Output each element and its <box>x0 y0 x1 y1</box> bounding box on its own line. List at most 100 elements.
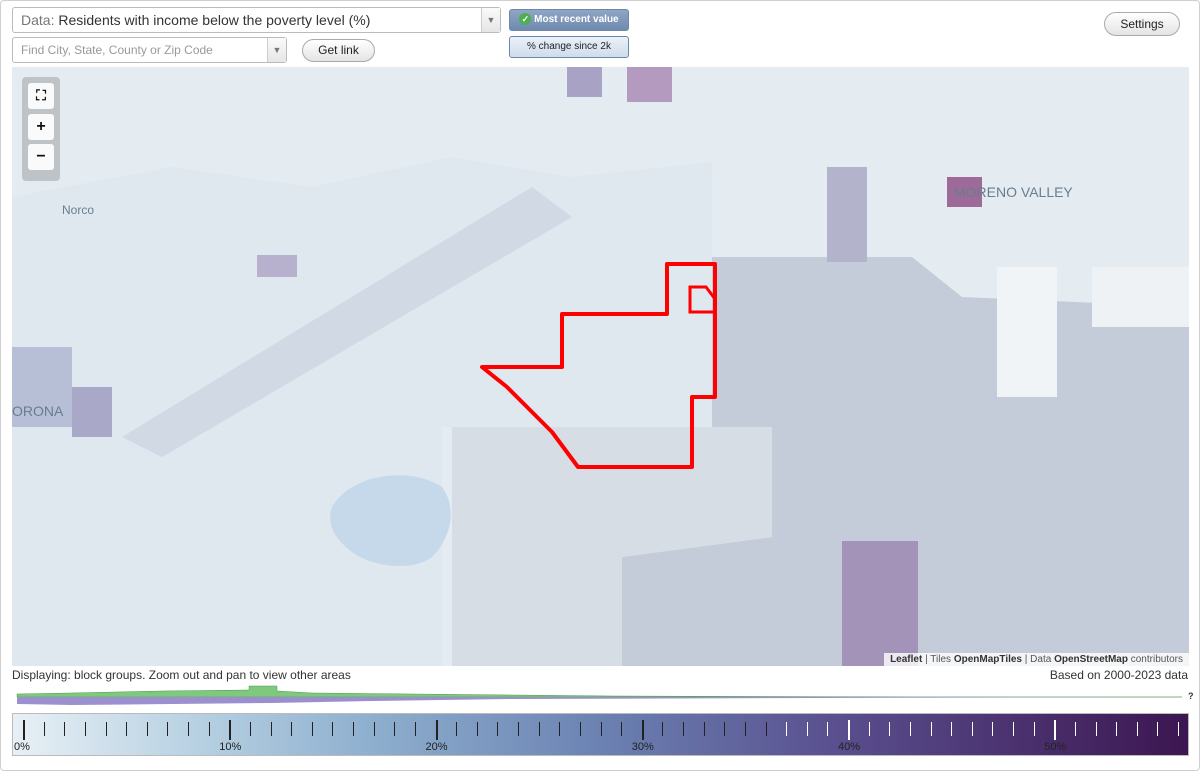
search-placeholder: Find City, State, County or Zip Code <box>21 43 213 57</box>
legend-tick <box>1116 722 1118 736</box>
legend-tick <box>188 722 189 736</box>
legend-tick <box>827 722 829 736</box>
legend-tick <box>724 722 726 736</box>
zoom-in-button[interactable]: + <box>28 114 54 140</box>
zoom-out-button[interactable]: − <box>28 144 54 170</box>
zoom-control: ⛶ + − <box>22 77 60 181</box>
histogram-bottom <box>17 697 1182 705</box>
legend-tick <box>332 722 334 736</box>
attrib-data-prefix: Data <box>1030 654 1052 665</box>
map-region <box>997 267 1057 397</box>
block-group <box>257 255 297 277</box>
legend-tick <box>1178 722 1179 736</box>
legend-tick <box>84 722 86 736</box>
legend-tick <box>167 722 169 736</box>
legend-tick <box>848 720 850 740</box>
legend-tick <box>1136 722 1138 736</box>
map-canvas[interactable] <box>12 67 1189 666</box>
legend-tick <box>270 722 272 736</box>
map-attribution: Leaflet | Tiles OpenMapTiles | Data Open… <box>884 653 1189 666</box>
pct-change-button[interactable]: % change since 2k <box>509 36 629 58</box>
legend-tick <box>641 720 644 740</box>
legend-tick <box>435 720 438 740</box>
place-label-corona: ORONA <box>12 403 64 419</box>
block-group <box>627 67 672 102</box>
map-region <box>1092 267 1189 327</box>
legend-tick <box>456 722 458 736</box>
data-select[interactable]: Data: Residents with income below the po… <box>12 7 501 33</box>
legend-tick <box>311 722 313 736</box>
legend-tick <box>126 722 128 736</box>
block-group <box>72 387 112 437</box>
histogram-top <box>16 685 1182 698</box>
legend-tick <box>909 722 911 736</box>
legend-tick <box>559 722 561 736</box>
legend-tick <box>600 722 602 736</box>
selected-area-outline <box>480 262 717 469</box>
lake <box>330 475 451 567</box>
attrib-suffix: contributors <box>1130 654 1183 665</box>
legend-tick <box>1095 722 1097 736</box>
legend-tick <box>497 722 499 736</box>
legend-tick <box>971 722 973 736</box>
legend-label: 30% <box>631 741 654 753</box>
legend-tick <box>23 720 25 740</box>
legend-tick <box>703 722 705 736</box>
legend-tick <box>1074 722 1076 736</box>
legend-tick <box>889 722 891 736</box>
legend-tick <box>43 722 45 736</box>
openstreetmap-link[interactable]: OpenStreetMap <box>1054 654 1128 665</box>
attrib-tiles-prefix: Tiles <box>930 654 952 665</box>
legend-tick <box>1157 722 1159 736</box>
place-label-norco: Norco <box>62 203 95 217</box>
most-recent-label: Most recent value <box>534 14 619 25</box>
legend-label: 40% <box>838 741 861 753</box>
fit-bounds-button[interactable]: ⛶ <box>28 83 54 109</box>
freeway-band <box>122 187 572 457</box>
legend-tick <box>229 720 232 740</box>
help-icon[interactable]: ? <box>1188 691 1194 701</box>
data-select-value: Residents with income below the poverty … <box>58 12 371 28</box>
openmaptiles-link[interactable]: OpenMapTiles <box>953 654 1022 665</box>
legend-tick <box>105 722 107 736</box>
selected-area-notch <box>688 285 717 314</box>
distribution-histogram <box>16 685 1182 705</box>
legend-label: 50% <box>1044 741 1067 753</box>
map-region <box>12 157 712 666</box>
legend-tick <box>765 722 767 736</box>
displaying-text: Displaying: block groups. Zoom out and p… <box>12 668 351 682</box>
data-select-prefix: Data: <box>21 12 55 28</box>
map-region <box>452 427 772 666</box>
settings-button[interactable]: Settings <box>1104 12 1180 36</box>
legend-tick <box>786 722 788 736</box>
legend-tick <box>806 722 808 736</box>
legend-tick <box>146 722 148 736</box>
get-link-button[interactable]: Get link <box>302 39 375 62</box>
most-recent-button[interactable]: ✓ Most recent value <box>509 9 629 31</box>
map-view[interactable]: Norco MORENO VALLEY ORONA ⛶ + − Leaflet … <box>12 67 1189 666</box>
legend-tick <box>930 722 932 736</box>
chevron-down-icon[interactable]: ▼ <box>267 38 286 62</box>
legend-tick <box>621 722 623 736</box>
check-icon: ✓ <box>519 13 532 26</box>
place-label-moreno-valley: MORENO VALLEY <box>954 184 1073 200</box>
legend-tick <box>1054 720 1057 740</box>
based-on-text: Based on 2000-2023 data <box>1049 668 1188 682</box>
legend-tick <box>538 722 540 736</box>
chevron-down-icon[interactable]: ▼ <box>481 8 500 32</box>
leaflet-link[interactable]: Leaflet <box>890 654 923 665</box>
location-search[interactable]: Find City, State, County or Zip Code ▼ <box>12 37 287 63</box>
legend-tick <box>64 722 66 736</box>
legend-tick <box>249 722 251 736</box>
legend-tick <box>992 722 994 736</box>
legend-tick <box>518 722 519 736</box>
legend-tick <box>1013 722 1014 736</box>
legend-label: 10% <box>219 741 242 753</box>
legend-label: 20% <box>425 741 448 753</box>
legend-tick <box>683 722 684 736</box>
legend-tick <box>951 722 953 736</box>
legend-tick <box>476 722 478 736</box>
legend-tick <box>394 722 396 736</box>
block-group <box>12 347 72 427</box>
legend-tick <box>662 722 664 736</box>
